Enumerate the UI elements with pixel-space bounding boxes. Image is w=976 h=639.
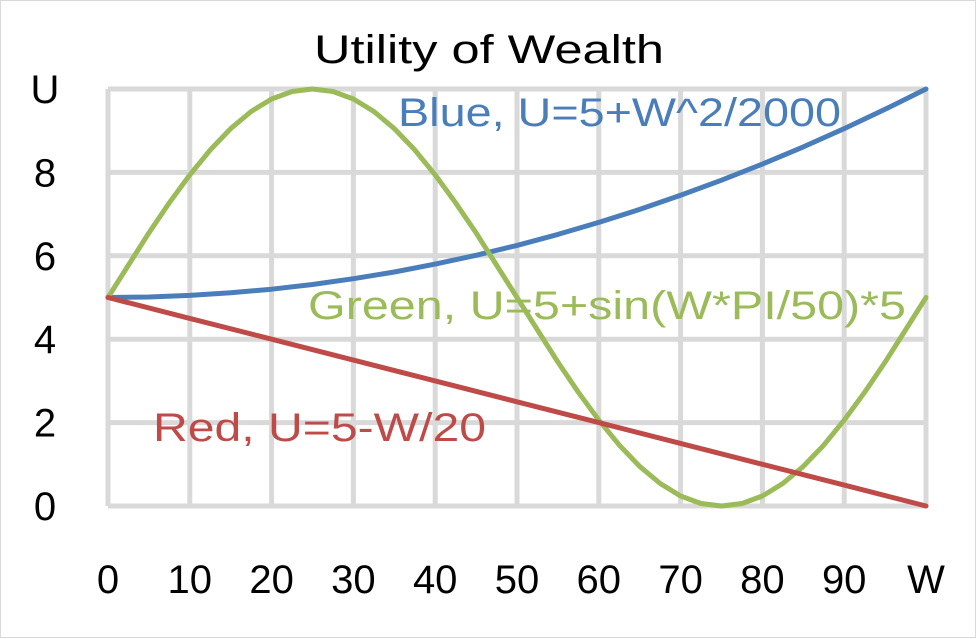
chart-title: Utility of Wealth bbox=[314, 28, 664, 72]
x-tick-label: 30 bbox=[331, 558, 376, 602]
annotation-red: Red, U=5-W/20 bbox=[153, 406, 486, 450]
series-line-green bbox=[105, 86, 929, 509]
annotations: Blue, U=5+W^2/2000 Green, U=5+sin(W*PI/50… bbox=[153, 91, 906, 450]
x-tick-label: 90 bbox=[822, 558, 867, 602]
x-tick-label: 60 bbox=[577, 558, 622, 602]
x-tick-label: 10 bbox=[168, 558, 213, 602]
x-tick-label: 0 bbox=[97, 558, 119, 602]
y-tick-label: 2 bbox=[34, 402, 56, 446]
series-lines bbox=[105, 86, 929, 509]
y-tick-label: U bbox=[31, 68, 60, 112]
x-tick-label: 50 bbox=[495, 558, 540, 602]
y-tick-label: 6 bbox=[34, 235, 56, 279]
x-tick-label: 70 bbox=[658, 558, 703, 602]
x-tick-label: 40 bbox=[413, 558, 458, 602]
x-tick-label: W bbox=[907, 558, 945, 602]
annotation-blue: Blue, U=5+W^2/2000 bbox=[398, 91, 841, 135]
series-line-blue bbox=[105, 86, 929, 300]
annotation-green: Green, U=5+sin(W*PI/50)*5 bbox=[308, 284, 906, 328]
x-axis-ticks: 0 10 20 30 40 50 60 70 80 90 W bbox=[97, 558, 945, 602]
x-tick-label: 20 bbox=[249, 558, 294, 602]
series-line-red bbox=[105, 295, 929, 509]
y-axis-ticks: 0 2 4 6 8 U bbox=[31, 68, 60, 529]
y-tick-label: 8 bbox=[34, 151, 56, 195]
x-tick-label: 80 bbox=[740, 558, 785, 602]
y-tick-label: 0 bbox=[34, 485, 56, 529]
y-tick-label: 4 bbox=[34, 318, 56, 362]
